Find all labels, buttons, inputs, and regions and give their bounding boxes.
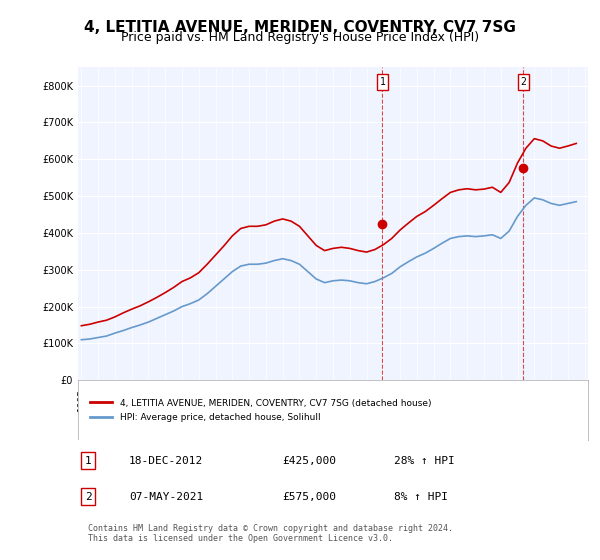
- Text: 07-MAY-2021: 07-MAY-2021: [129, 492, 203, 502]
- Text: Price paid vs. HM Land Registry's House Price Index (HPI): Price paid vs. HM Land Registry's House …: [121, 31, 479, 44]
- Text: Contains HM Land Registry data © Crown copyright and database right 2024.
This d: Contains HM Land Registry data © Crown c…: [88, 524, 453, 543]
- Text: 1: 1: [380, 77, 385, 87]
- Text: 28% ↑ HPI: 28% ↑ HPI: [394, 456, 455, 466]
- Text: 2: 2: [85, 492, 92, 502]
- Text: 8% ↑ HPI: 8% ↑ HPI: [394, 492, 448, 502]
- Text: £575,000: £575,000: [282, 492, 336, 502]
- Text: 1: 1: [85, 456, 92, 466]
- Text: 4, LETITIA AVENUE, MERIDEN, COVENTRY, CV7 7SG: 4, LETITIA AVENUE, MERIDEN, COVENTRY, CV…: [84, 20, 516, 35]
- Text: £425,000: £425,000: [282, 456, 336, 466]
- Text: 18-DEC-2012: 18-DEC-2012: [129, 456, 203, 466]
- Text: 2: 2: [520, 77, 526, 87]
- Legend: 4, LETITIA AVENUE, MERIDEN, COVENTRY, CV7 7SG (detached house), HPI: Average pri: 4, LETITIA AVENUE, MERIDEN, COVENTRY, CV…: [83, 391, 438, 430]
